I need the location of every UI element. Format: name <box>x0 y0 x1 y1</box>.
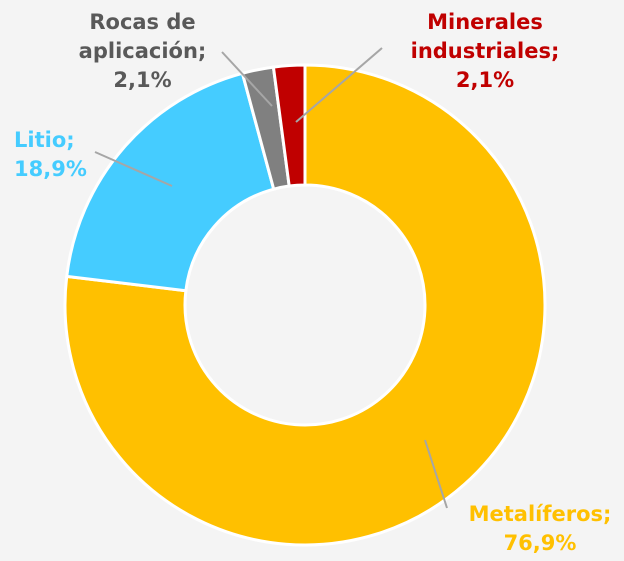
value-label: 76,9% <box>503 531 577 555</box>
donut-slice <box>63 63 547 547</box>
leader-line <box>221 51 273 107</box>
category-label: Metalíferos; <box>468 502 612 526</box>
category-label: Minerales industriales; <box>410 10 560 63</box>
label-metaliferos: Metalíferos; 76,9% <box>460 500 620 558</box>
category-label: Litio; <box>14 128 75 152</box>
value-label: 2,1% <box>113 68 172 92</box>
label-minerales: Minerales industriales; 2,1% <box>410 8 560 95</box>
label-litio: Litio; 18,9% <box>14 126 134 184</box>
leader-line <box>424 439 448 509</box>
donut-slice <box>271 63 307 188</box>
leader-line <box>94 151 173 187</box>
category-label: Rocas de aplicación; <box>78 10 207 63</box>
donut-slice <box>65 71 276 293</box>
leader-line <box>295 47 383 123</box>
value-label: 2,1% <box>455 68 515 92</box>
label-rocas: Rocas de aplicación; 2,1% <box>70 8 215 95</box>
value-label: 18,9% <box>14 157 87 181</box>
